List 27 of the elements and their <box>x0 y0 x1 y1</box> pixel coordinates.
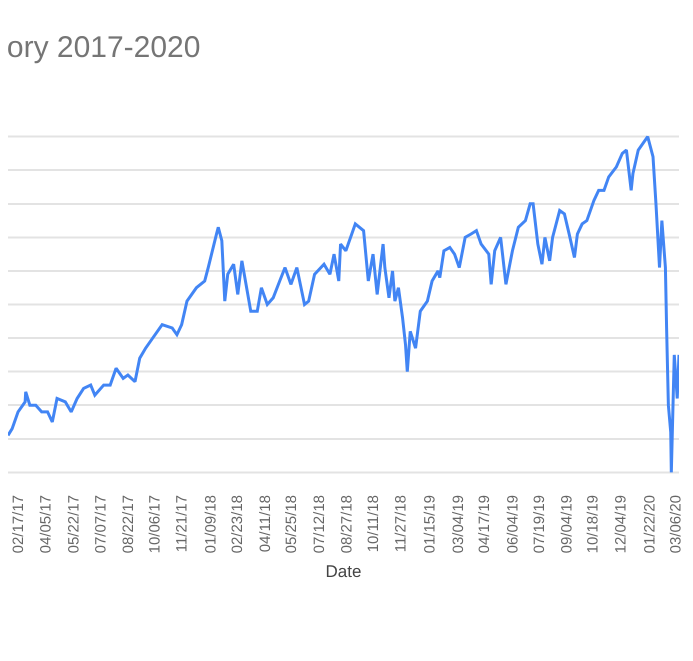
x-tick-label: 06/04/19 <box>504 495 522 554</box>
x-tick-label: 10/06/17 <box>146 495 164 554</box>
x-tick-label: 02/23/18 <box>229 495 246 554</box>
x-tick-label: 03/06/20 <box>667 495 684 554</box>
x-tick-label: 04/11/18 <box>256 495 274 552</box>
x-tick-label: 11/21/17 <box>174 495 191 552</box>
x-tick-label: 11/27/18 <box>392 495 410 552</box>
x-tick-label: 04/05/17 <box>38 495 55 554</box>
x-tick-label: 07/12/18 <box>311 495 328 554</box>
x-tick-label: 12/04/19 <box>612 495 630 554</box>
x-tick-label: 10/18/19 <box>584 495 602 554</box>
x-tick-label: 01/22/20 <box>641 495 658 554</box>
x-tick-label: 07/07/17 <box>92 495 110 554</box>
x-tick-label: 05/25/18 <box>282 495 300 554</box>
x-tick-label: 05/22/17 <box>65 495 82 554</box>
x-tick-label: 10/11/18 <box>364 495 382 552</box>
x-axis-title: Date <box>326 562 362 581</box>
chart-title: ory 2017-2020 <box>6 30 200 64</box>
x-tick-label: 08/22/17 <box>120 495 137 554</box>
x-tick-label: 09/04/19 <box>558 495 576 554</box>
x-tick-label: 07/19/19 <box>530 495 548 554</box>
x-tick-label: 01/15/19 <box>422 495 439 554</box>
x-tick-label: 08/27/18 <box>338 495 356 554</box>
x-tick-label: 04/17/19 <box>476 495 493 554</box>
x-tick-label: 03/04/19 <box>450 495 467 554</box>
x-tick-label: 01/09/18 <box>202 495 220 554</box>
x-tick-label: 02/17/17 <box>10 495 27 554</box>
